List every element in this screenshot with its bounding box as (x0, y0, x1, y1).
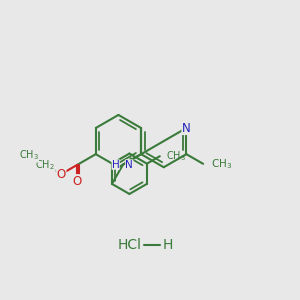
Text: H: H (163, 238, 173, 252)
Text: N: N (182, 122, 191, 134)
Text: CH$_3$: CH$_3$ (211, 157, 232, 171)
Text: HCl: HCl (117, 238, 141, 252)
Text: N: N (125, 160, 133, 170)
Text: O: O (57, 168, 66, 181)
Text: CH$_3$: CH$_3$ (166, 149, 186, 163)
Text: O: O (73, 175, 82, 188)
Text: H: H (112, 160, 119, 170)
Text: CH$_3$: CH$_3$ (19, 148, 39, 162)
Text: CH$_2$: CH$_2$ (35, 158, 55, 172)
